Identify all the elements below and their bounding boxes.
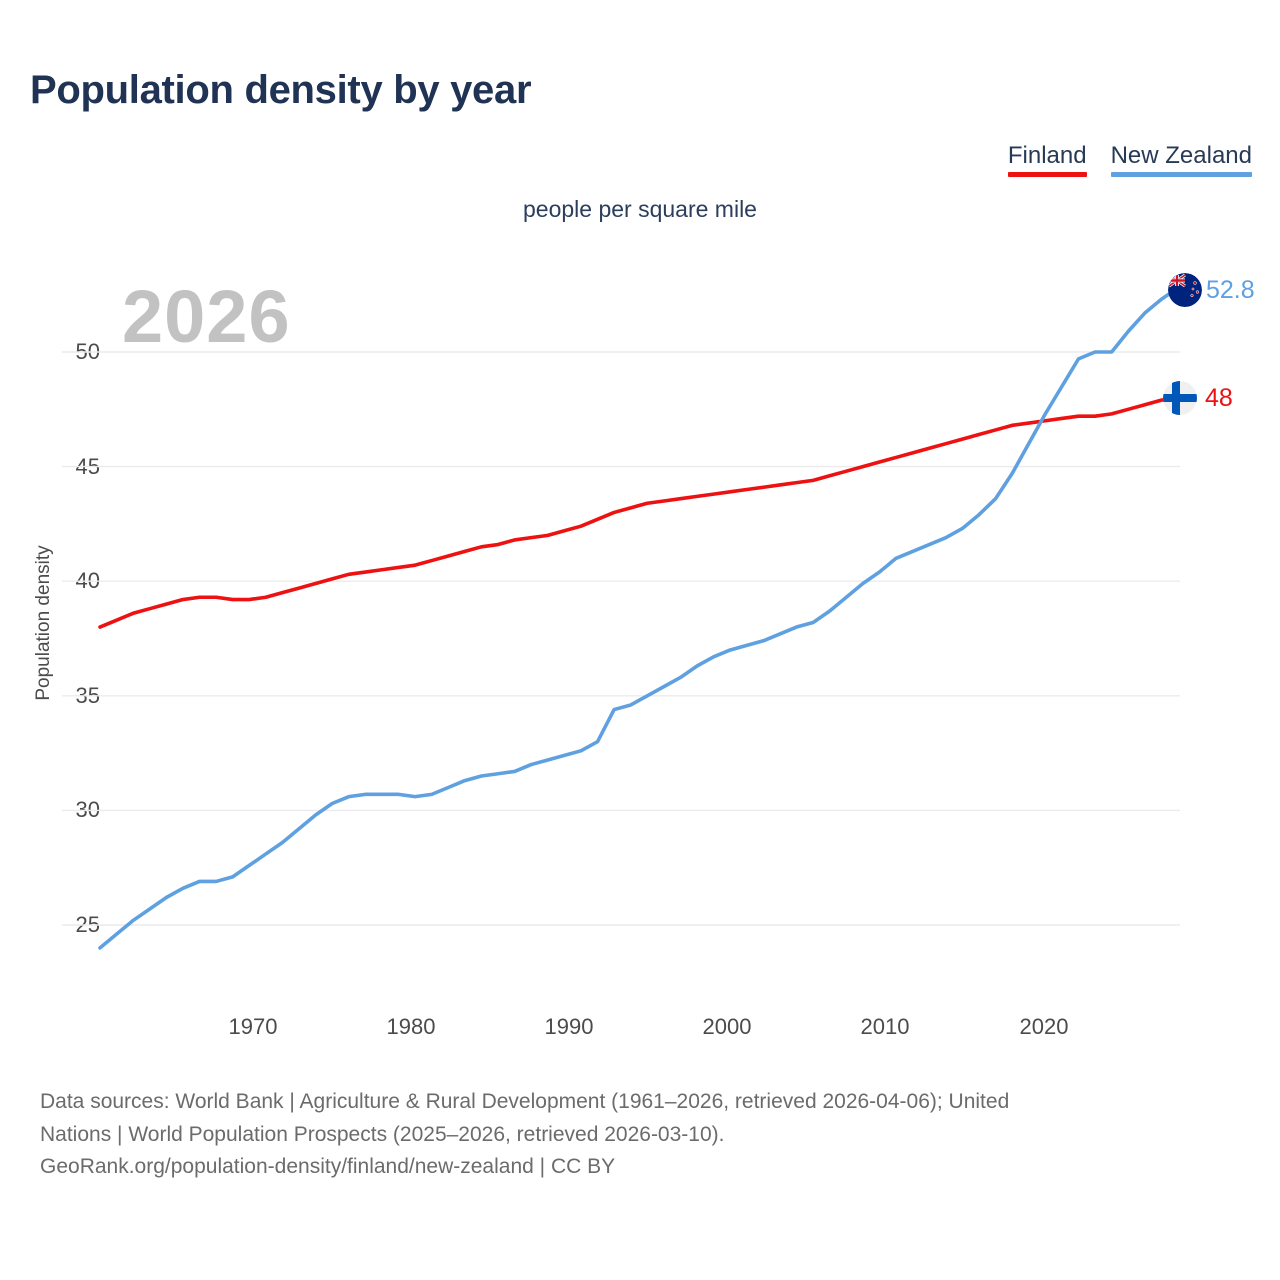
legend-label-finland: Finland bbox=[1007, 142, 1087, 169]
x-tick-1970: 1970 bbox=[228, 1014, 278, 1039]
gridlines bbox=[62, 351, 1180, 926]
series-lines bbox=[98, 286, 1180, 950]
legend-rule-new-zealand bbox=[1110, 172, 1252, 178]
x-tick-2000: 2000 bbox=[702, 1014, 752, 1039]
finland-flag-icon bbox=[1163, 381, 1197, 415]
footer-line-3: GeoRank.org/population-density/finland/n… bbox=[40, 1155, 616, 1179]
footer-line-2: Nations | World Population Prospects (20… bbox=[40, 1122, 725, 1146]
legend-item-new-zealand[interactable]: New Zealand bbox=[1110, 142, 1252, 178]
new-zealand-flag-icon bbox=[1168, 273, 1202, 307]
legend-item-finland[interactable]: Finland bbox=[1007, 142, 1087, 178]
y-tick-30: 30 bbox=[75, 797, 100, 822]
footer-sources: Data sources: World Bank | Agriculture &… bbox=[40, 1086, 1255, 1184]
new-zealand-end-value: 52.8 bbox=[1206, 276, 1255, 304]
x-tick-2010: 2010 bbox=[860, 1014, 910, 1039]
chart-subtitle: people per square mile bbox=[0, 196, 1280, 223]
finland-end-value: 48 bbox=[1205, 384, 1233, 412]
footer-line-1: Data sources: World Bank | Agriculture &… bbox=[40, 1090, 1010, 1113]
page-title: Population density by year bbox=[30, 68, 532, 112]
legend-label-new-zealand: New Zealand bbox=[1110, 142, 1252, 169]
chart-subtitle-text: people per square mile bbox=[523, 196, 757, 222]
x-tick-1990: 1990 bbox=[544, 1014, 594, 1039]
legend-rule-finland bbox=[1007, 172, 1087, 178]
legend: Finland New Zealand bbox=[1007, 142, 1252, 178]
series-line-new-zealand bbox=[98, 286, 1180, 950]
series-line-finland bbox=[98, 396, 1180, 629]
x-tick-1980: 1980 bbox=[386, 1014, 436, 1039]
year-watermark: 2026 bbox=[122, 275, 291, 358]
x-tick-2020: 2020 bbox=[1019, 1014, 1069, 1039]
